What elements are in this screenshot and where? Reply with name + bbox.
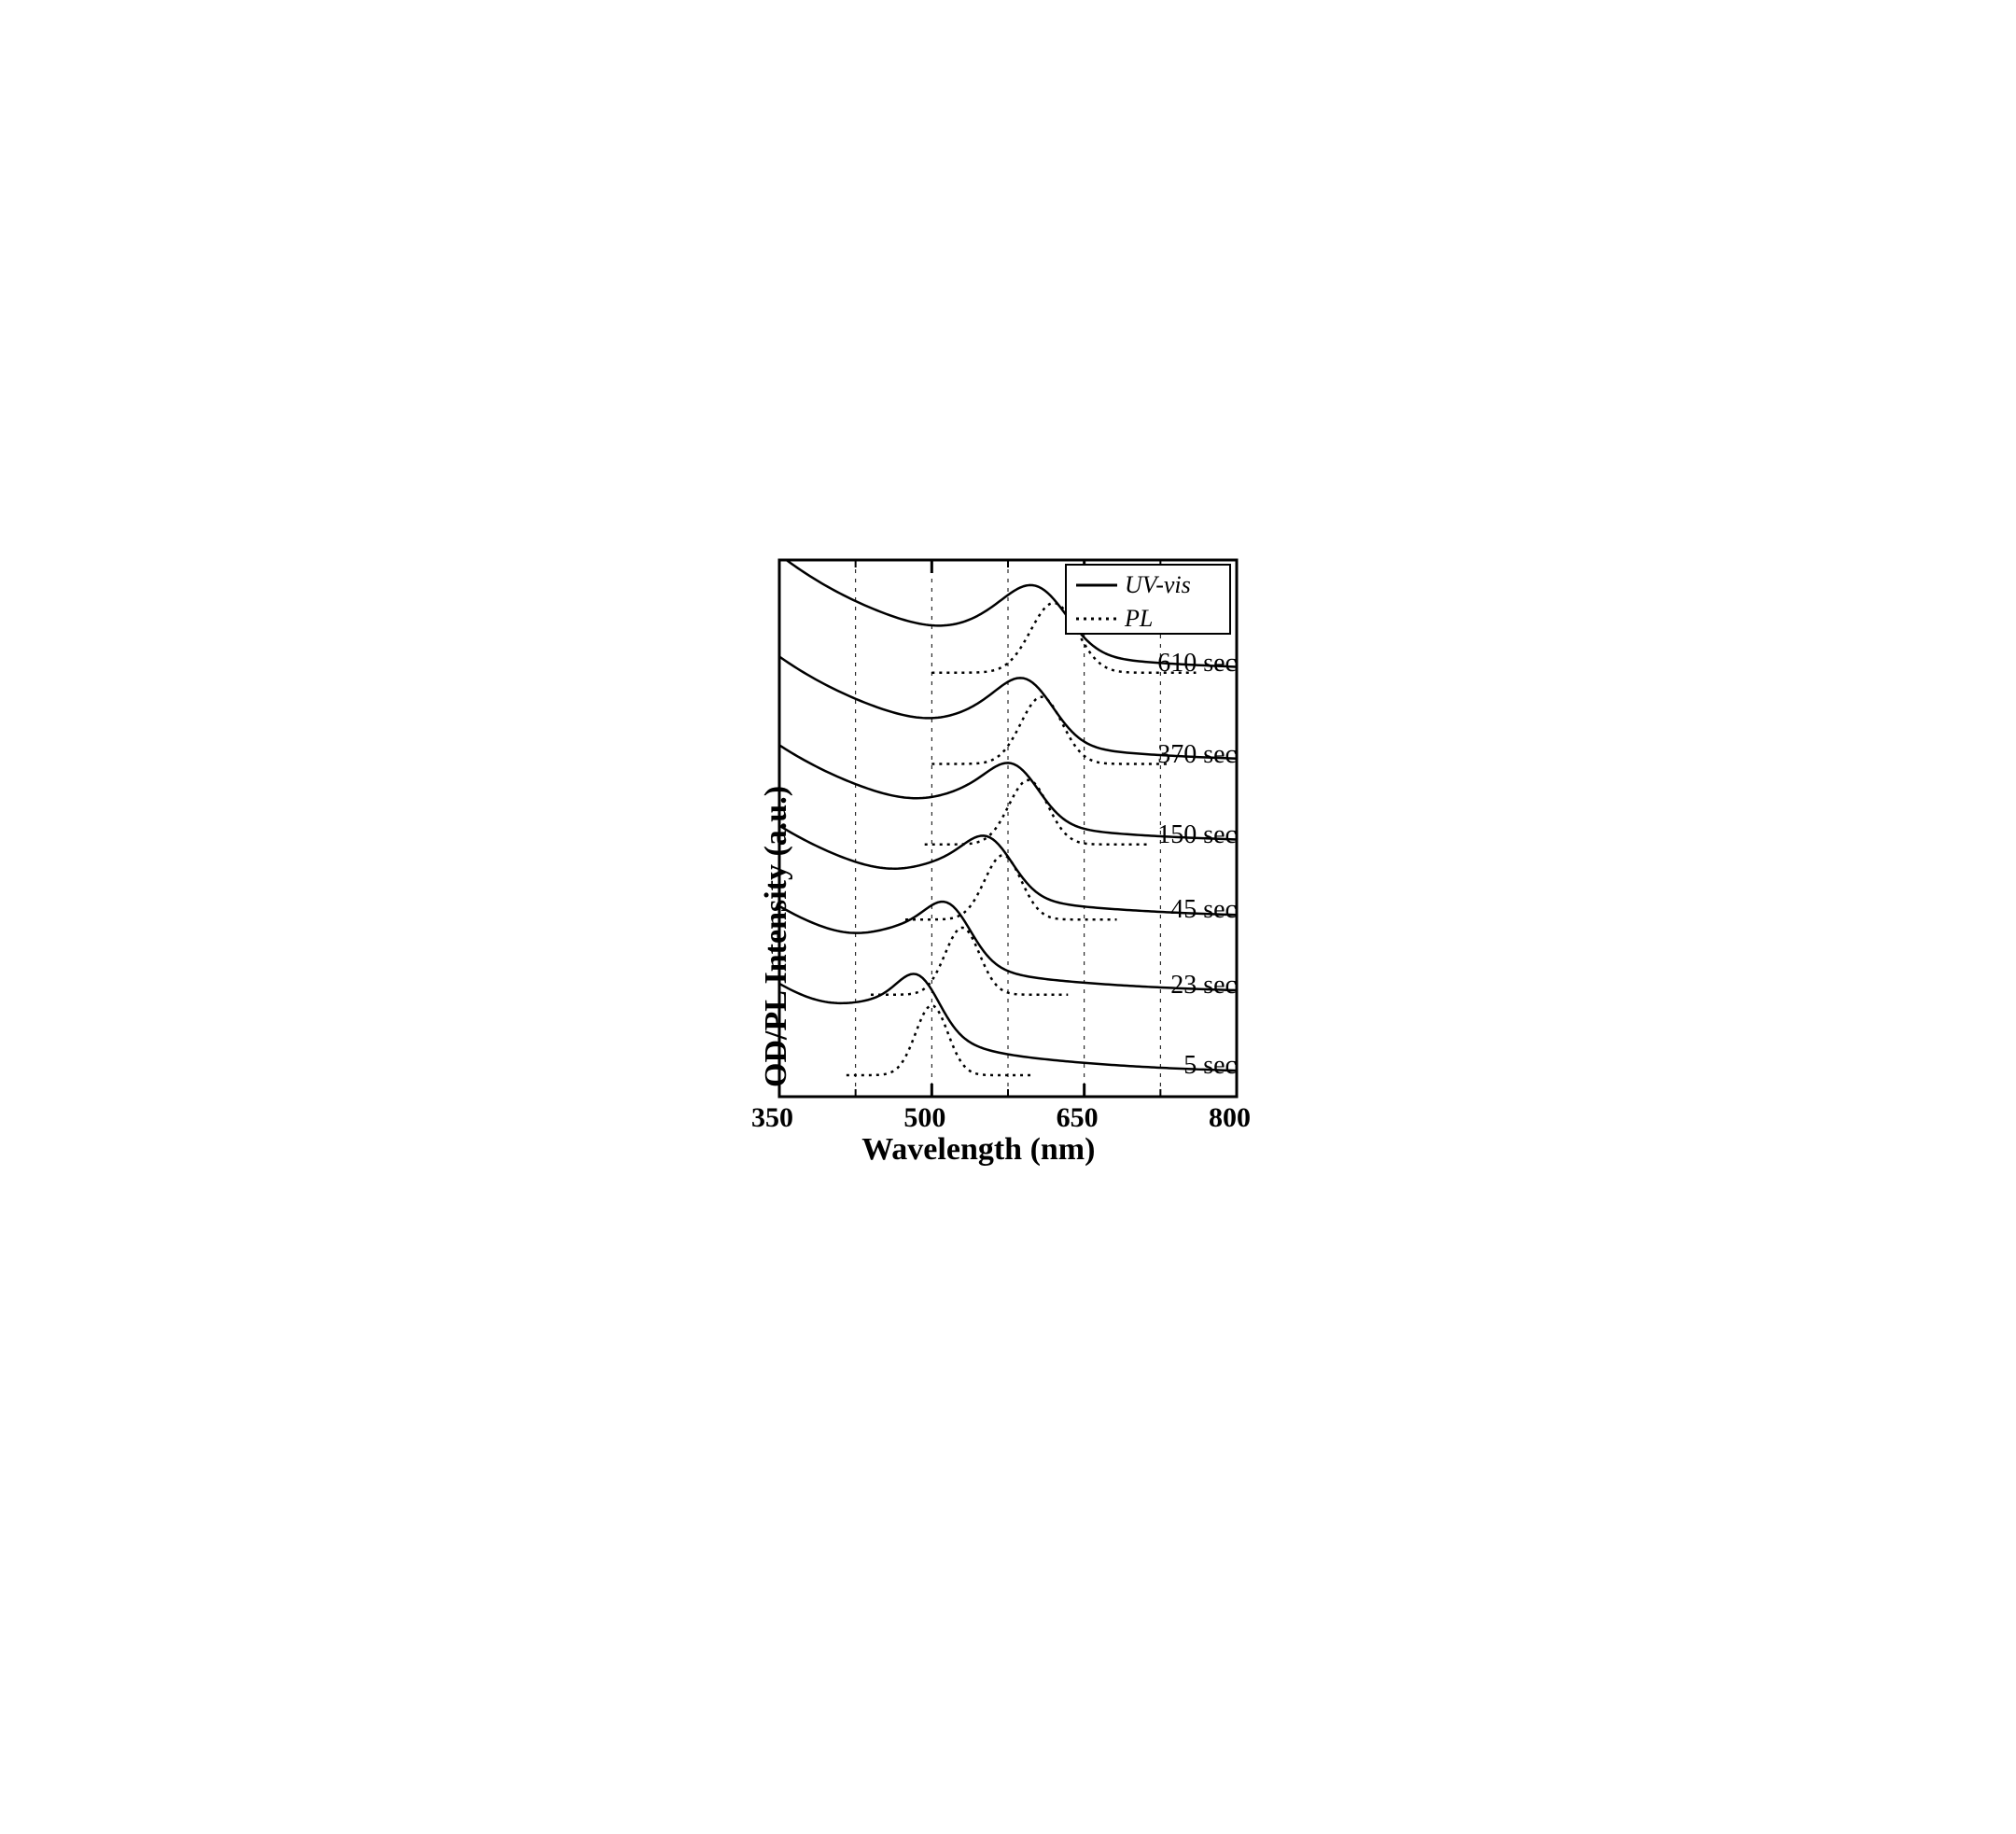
legend-label: UV-vis [1125, 571, 1191, 599]
series-label: 150 sec [1127, 820, 1237, 850]
x-tick-label: 800 [1209, 1102, 1251, 1134]
legend-swatch-dotted [1074, 610, 1119, 627]
spectra-chart: 350500650800Wavelength (nm)OD/PL Intensi… [719, 551, 1240, 1100]
y-axis-label: OD/PL Intensity (a.u.) [759, 786, 794, 1087]
pl-curve [905, 855, 1116, 919]
series-label: 5 sec [1127, 1051, 1237, 1081]
x-tick-label: 350 [751, 1102, 793, 1134]
legend-label: PL [1125, 605, 1153, 633]
x-tick-label: 650 [1057, 1102, 1099, 1134]
series-label: 23 sec [1127, 971, 1237, 1001]
x-tick-label: 500 [903, 1102, 945, 1134]
pl-curve [871, 928, 1068, 995]
series-label: 45 sec [1127, 895, 1237, 925]
legend-swatch-solid [1074, 577, 1119, 594]
series-label: 610 sec [1127, 649, 1237, 679]
pl-curve [847, 1005, 1031, 1075]
legend: UV-vis PL [1065, 564, 1231, 635]
x-axis-label: Wavelength (nm) [861, 1132, 1095, 1168]
legend-item: PL [1074, 605, 1153, 633]
legend-item: UV-vis [1074, 571, 1191, 599]
series-label: 370 sec [1127, 740, 1237, 770]
